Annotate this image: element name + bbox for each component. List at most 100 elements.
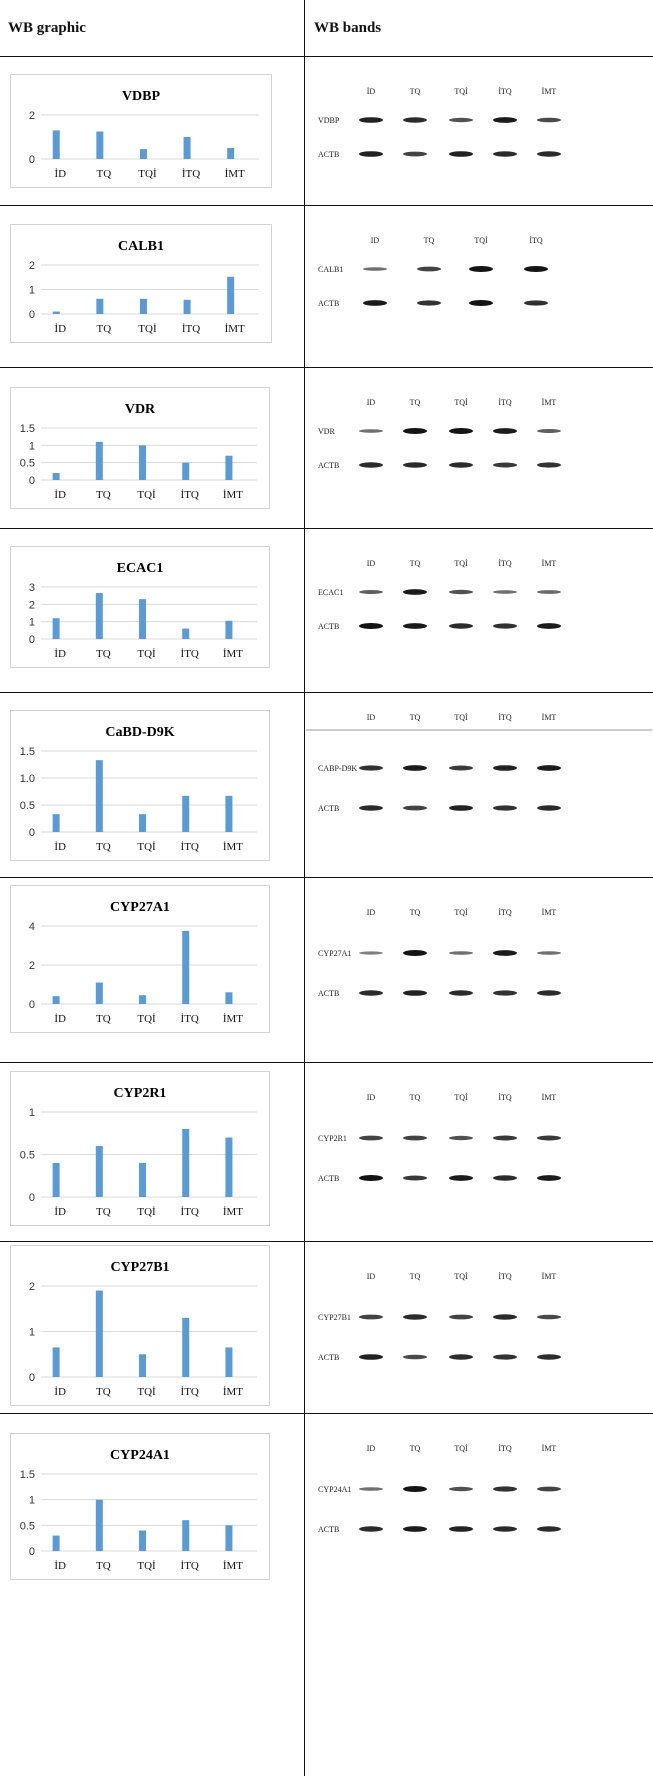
band xyxy=(537,429,561,433)
lane-label: İMT xyxy=(542,559,557,568)
bar xyxy=(52,1163,60,1197)
control-label: ACTB xyxy=(318,1174,339,1183)
protein-label: CYP24A1 xyxy=(318,1485,351,1494)
x-tick-label: İMT xyxy=(223,1386,243,1398)
bar xyxy=(182,930,190,1004)
x-tick-label: İMT xyxy=(223,489,243,501)
control-label: ACTB xyxy=(318,150,339,159)
band xyxy=(449,990,473,996)
bar xyxy=(225,1137,233,1197)
lane-label: İTQ xyxy=(498,559,512,568)
band xyxy=(537,990,561,996)
band xyxy=(537,462,561,468)
bar-chart-vdr: VDR 0 0.5 1 1.5 İD TQ TQİ İTQ İMT xyxy=(10,387,270,509)
lane-label: TQİ xyxy=(454,1444,468,1453)
bar xyxy=(225,1525,233,1551)
band xyxy=(449,1135,473,1141)
blot-svg: ID TQ TQİ İTQ İMT CYP2R1 ACTB xyxy=(318,1093,561,1183)
bar xyxy=(225,620,233,639)
bar xyxy=(225,455,233,480)
chart-title: CYP27A1 xyxy=(110,900,170,915)
band xyxy=(403,805,427,811)
bar xyxy=(52,311,60,314)
control-label: ACTB xyxy=(318,804,339,813)
band xyxy=(469,300,493,306)
row-divider xyxy=(0,528,653,529)
bar xyxy=(139,599,147,639)
band xyxy=(537,623,561,629)
lane-label: TQİ xyxy=(454,1272,468,1281)
x-tick-label: İD xyxy=(54,323,66,335)
band xyxy=(493,765,517,771)
x-tick-label: TQ xyxy=(96,648,111,660)
bar-chart-vdbp: VDBP 0 2 İD TQ TQİ İTQ İMT xyxy=(10,74,272,188)
bar xyxy=(52,618,60,639)
lane-label: İMT xyxy=(542,87,557,96)
lane-label: ID xyxy=(367,1093,376,1102)
wb-bands-cyp2r1: ID TQ TQİ İTQ İMT CYP2R1 ACTB xyxy=(306,1062,652,1241)
y-tick-label: 0 xyxy=(29,154,35,166)
bar xyxy=(52,1347,60,1377)
lane-label: İTQ xyxy=(498,713,512,722)
x-tick-label: TQ xyxy=(96,1013,111,1025)
band xyxy=(537,1135,561,1141)
y-tick-label: 1 xyxy=(29,440,35,452)
chart-svg: VDR 0 0.5 1 1.5 İD TQ TQİ İTQ İMT xyxy=(20,402,257,501)
column-divider xyxy=(304,0,305,1776)
wb-bands-cabp-d9k: ID TQ TQİ İTQ İMT CABP-D9K ACTB xyxy=(306,692,652,877)
band xyxy=(403,990,427,996)
band xyxy=(403,589,427,595)
y-tick-label: 2 xyxy=(29,1281,35,1293)
band xyxy=(403,117,427,123)
band xyxy=(493,623,517,629)
row-divider xyxy=(0,692,653,693)
bar-chart-cyp2r1: CYP2R1 0 0.5 1 İD TQ TQİ İTQ İMT xyxy=(10,1071,270,1226)
chart-title: VDR xyxy=(125,402,156,417)
lane-label: İTQ xyxy=(498,1093,512,1102)
bar xyxy=(182,1129,190,1197)
band xyxy=(449,589,473,595)
chart-svg: CYP2R1 0 0.5 1 İD TQ TQİ İTQ İMT xyxy=(20,1086,257,1218)
bar-chart-calb1: CALB1 0 1 2 İD TQ TQİ İTQ İMT xyxy=(10,224,272,343)
band xyxy=(359,765,383,771)
header-wb-bands: WB bands xyxy=(314,20,382,36)
lane-label: TQİ xyxy=(454,908,468,917)
bar xyxy=(183,137,191,159)
lane-label: İD xyxy=(367,87,376,96)
x-tick-label: İTQ xyxy=(181,648,199,660)
chart-svg: ECAC1 0 1 2 3 İD TQ TQİ İTQ İMT xyxy=(29,561,257,660)
bar xyxy=(227,276,235,314)
bar xyxy=(225,1347,233,1377)
band xyxy=(537,765,561,771)
lane-label: TQ xyxy=(410,398,421,407)
y-tick-label: 0 xyxy=(29,309,35,321)
x-tick-label: TQ xyxy=(96,1386,111,1398)
band xyxy=(359,990,383,996)
x-tick-label: İTQ xyxy=(182,168,200,180)
bar-chart-cabd-d9k: CaBD-D9K 0 0.5 1.0 1.5 İD TQ TQİ İTQ İMT xyxy=(10,710,270,861)
band xyxy=(469,266,493,272)
chart-svg: VDBP 0 2 İD TQ TQİ İTQ İMT xyxy=(29,89,259,180)
protein-label: CALB1 xyxy=(318,265,343,274)
band xyxy=(449,1486,473,1492)
lane-label: İMT xyxy=(542,398,557,407)
x-tick-label: TQ xyxy=(96,1206,111,1218)
y-tick-label: 0 xyxy=(29,1192,35,1204)
x-tick-label: İD xyxy=(54,1560,66,1572)
y-tick-label: 0 xyxy=(29,1372,35,1384)
chart-title: CALB1 xyxy=(118,239,164,254)
band xyxy=(403,1354,427,1360)
y-tick-label: 0 xyxy=(29,827,35,839)
band xyxy=(449,1314,473,1320)
y-tick-label: 1 xyxy=(29,285,35,297)
band xyxy=(359,590,383,594)
blot-svg: ID TQ TQİ İTQ İMT CABP-D9K ACTB xyxy=(306,713,652,813)
y-tick-label: 2 xyxy=(29,960,35,972)
lane-label: TQ xyxy=(410,713,421,722)
lane-label: İMT xyxy=(542,908,557,917)
protein-label: ECAC1 xyxy=(318,588,343,597)
x-tick-label: TQ xyxy=(96,489,111,501)
x-tick-label: TQ xyxy=(96,841,111,853)
bar xyxy=(225,992,233,1004)
